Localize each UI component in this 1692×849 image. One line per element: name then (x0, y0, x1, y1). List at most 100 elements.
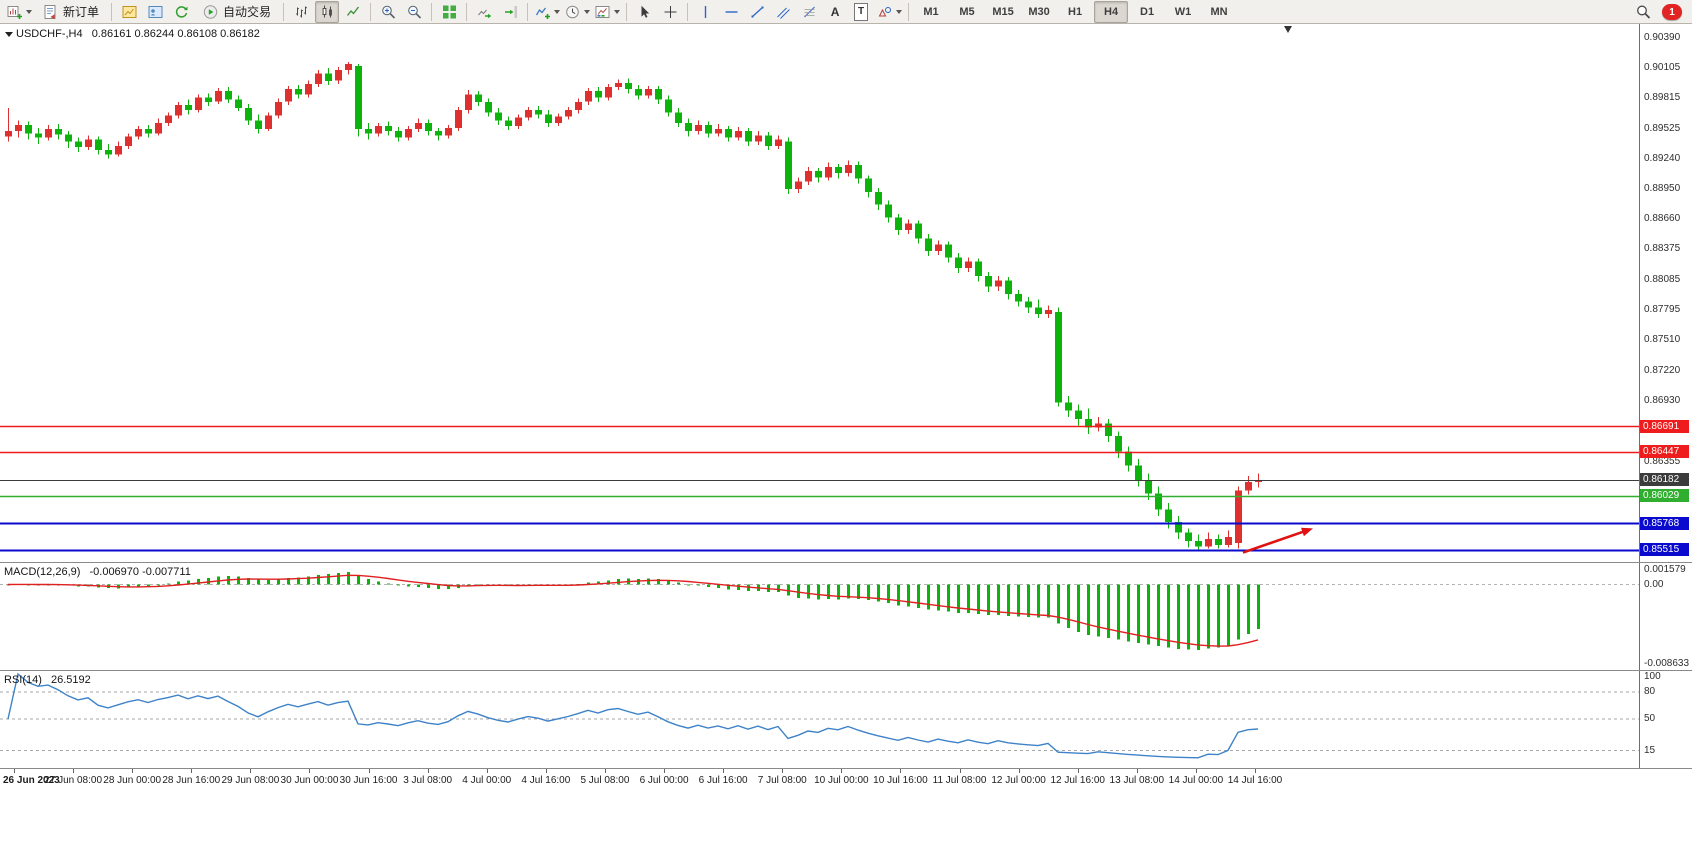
time-axis-tick (841, 769, 843, 773)
price-chart-panel[interactable]: USDCHF-,H4 0.86161 0.86244 0.86108 0.861… (0, 24, 1692, 562)
tile-windows-button[interactable] (437, 1, 461, 23)
bar-chart-button[interactable] (289, 1, 313, 23)
cursor-icon (641, 5, 649, 18)
line-chart-button[interactable] (341, 1, 365, 23)
time-axis-tick (486, 769, 488, 773)
time-axis-label: 30 Jun 16:00 (339, 775, 398, 786)
timeframe-toolbar: M1 M5 M15 M30 H1 H4 D1 W1 MN (913, 0, 1237, 23)
shapes-button[interactable] (875, 1, 903, 23)
price-level-label: 0.86447 (1640, 445, 1689, 459)
indicator-scale-label: 100 (1644, 671, 1661, 682)
macd-indicator-panel[interactable]: MACD(12,26,9) -0.006970 -0.007711 0.0015… (0, 562, 1692, 670)
indicator-scale-label: 50 (1644, 713, 1656, 724)
zoom-out-icon (407, 5, 421, 19)
templates-button[interactable] (593, 1, 621, 23)
chart-window: USDCHF-,H4 0.86161 0.86244 0.86108 0.861… (0, 24, 1692, 849)
price-level-label: 0.86182 (1640, 473, 1689, 487)
search-icon (1636, 5, 1650, 19)
time-axis-label: 14 Jul 16:00 (1227, 775, 1283, 786)
timeframe-h4-button[interactable]: H4 (1094, 0, 1129, 23)
periods-button[interactable] (563, 1, 591, 23)
time-axis-label: 28 Jun 00:00 (103, 775, 162, 786)
toolbar-separator (283, 2, 285, 21)
text-tool-button[interactable]: A (823, 1, 847, 23)
price-axis-label: 0.87220 (1644, 364, 1681, 376)
time-axis-label: 4 Jul 00:00 (462, 775, 512, 786)
time-axis-tick (1077, 769, 1079, 773)
indicators-button[interactable] (533, 1, 561, 23)
macd-axis[interactable]: 0.001579 0.00 -0.008633 (1639, 563, 1692, 670)
time-axis-tick (132, 769, 134, 773)
horizontal-line-button[interactable] (719, 1, 743, 23)
fibonacci-button[interactable] (797, 1, 821, 23)
price-axis-label: 0.86355 (1644, 455, 1681, 467)
clock-icon (566, 5, 579, 18)
price-chart-plot[interactable] (0, 24, 1640, 562)
timeframe-m15-button[interactable]: M15 (992, 5, 1014, 18)
timeframe-m1-button[interactable]: M1 (923, 5, 939, 18)
indicator-scale-label: 80 (1644, 686, 1656, 697)
auto-scroll-button[interactable] (472, 1, 496, 23)
vertical-line-button[interactable] (693, 1, 717, 23)
timeframe-d1-button[interactable]: D1 (1140, 5, 1155, 18)
rsi-indicator-panel[interactable]: RSI(14) 26.5192 100 80 50 15 (0, 670, 1692, 768)
time-axis[interactable]: 26 Jun 2023 27 Jun 08:00 28 Jun 00:00 28 Ju… (0, 768, 1692, 789)
trendline-button[interactable] (745, 1, 769, 23)
time-axis-label: 29 Jun 08:00 (221, 775, 280, 786)
cursor-button[interactable] (632, 1, 656, 23)
zoom-in-button[interactable] (376, 1, 400, 23)
market-watch-icon (122, 5, 137, 18)
candlestick-chart-button[interactable] (315, 0, 340, 23)
bar-chart-icon (295, 6, 307, 17)
price-level-label: 0.85768 (1640, 516, 1689, 530)
market-watch-button[interactable] (117, 1, 141, 23)
text-label-button[interactable]: T (849, 1, 873, 23)
horizontal-line-icon (725, 10, 738, 13)
time-axis-tick (1195, 769, 1197, 773)
price-level-label: 0.85515 (1640, 543, 1689, 557)
time-axis-label: 26 Jun 2023 (3, 775, 60, 786)
price-axis-label: 0.88085 (1644, 273, 1681, 285)
autotrade-label: 自动交易 (223, 5, 272, 19)
time-axis-label: 5 Jul 08:00 (580, 775, 630, 786)
price-axis-label: 0.89815 (1644, 92, 1681, 104)
macd-label: MACD(12,26,9) -0.006970 -0.007711 (4, 566, 191, 578)
rsi-axis[interactable]: 100 80 50 15 (1639, 671, 1692, 768)
zoom-out-button[interactable] (402, 1, 426, 23)
refresh-button[interactable] (169, 1, 193, 23)
timeframe-mn-button[interactable]: MN (1210, 5, 1228, 18)
timeframe-m30-button[interactable]: M30 (1028, 5, 1050, 18)
timeframe-h1-button[interactable]: H1 (1068, 5, 1083, 18)
one-click-trading-expander-icon[interactable] (5, 32, 13, 37)
rsi-name-text: RSI(14) (4, 674, 42, 686)
text-tool-icon: A (830, 4, 840, 19)
search-button[interactable] (1631, 1, 1655, 23)
autotrade-button[interactable]: 自动交易 (195, 1, 278, 23)
timeframe-w1-button[interactable]: W1 (1174, 5, 1192, 18)
template-icon (595, 5, 610, 18)
time-axis-label: 7 Jul 08:00 (757, 775, 807, 786)
new-order-button[interactable]: 新订单 (35, 1, 106, 23)
tile-windows-icon (442, 5, 456, 18)
refresh-icon (175, 5, 188, 18)
time-axis-tick (604, 769, 606, 773)
price-axis-label: 0.86930 (1644, 395, 1681, 407)
navigator-button[interactable] (143, 1, 167, 23)
toolbar-separator (431, 2, 433, 21)
crosshair-button[interactable] (658, 1, 682, 23)
symbol-period-text: USDCHF-,H4 (16, 28, 83, 40)
price-axis[interactable]: 0.90390 0.90105 0.89815 0.89525 0.89240 0.889… (1639, 24, 1692, 562)
time-axis-label: 4 Jul 16:00 (521, 775, 571, 786)
new-chart-button[interactable] (5, 1, 33, 23)
chart-shift-button[interactable] (498, 1, 522, 23)
price-axis-label: 0.87795 (1644, 304, 1681, 316)
price-level-label: 0.86691 (1640, 419, 1689, 433)
time-axis-tick (250, 769, 252, 773)
notifications-badge[interactable]: 1 (1662, 4, 1682, 20)
rsi-plot[interactable] (0, 671, 1640, 769)
macd-plot[interactable] (0, 563, 1640, 671)
time-axis-label: 14 Jul 00:00 (1168, 775, 1224, 786)
timeframe-m5-button[interactable]: M5 (959, 5, 975, 18)
chart-shift-icon (504, 5, 517, 18)
equidistant-channel-button[interactable] (771, 1, 795, 23)
